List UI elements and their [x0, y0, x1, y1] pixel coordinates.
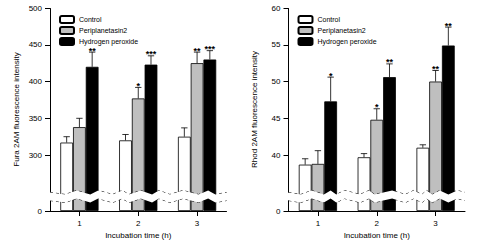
- svg-text:**: **: [432, 64, 440, 74]
- svg-text:400: 400: [29, 77, 43, 86]
- svg-text:2: 2: [136, 219, 141, 228]
- svg-text:Control: Control: [79, 16, 102, 23]
- svg-text:300: 300: [29, 151, 43, 160]
- svg-text:50: 50: [272, 77, 281, 86]
- svg-text:Control: Control: [318, 16, 341, 23]
- svg-text:*: *: [136, 81, 140, 91]
- svg-text:**: **: [194, 46, 202, 56]
- svg-text:40: 40: [272, 151, 281, 160]
- svg-text:***: ***: [146, 49, 157, 59]
- svg-text:Incubation time (h): Incubation time (h): [105, 231, 172, 240]
- svg-text:0: 0: [276, 207, 281, 216]
- svg-text:**: **: [386, 57, 394, 67]
- svg-text:Hydrogen peroxide: Hydrogen peroxide: [79, 38, 139, 45]
- svg-text:**: **: [89, 46, 97, 56]
- svg-text:3: 3: [195, 219, 200, 228]
- svg-text:Fura 2AM fluorescence intensit: Fura 2AM fluorescence intensity: [12, 52, 21, 166]
- svg-text:1: 1: [77, 219, 82, 228]
- svg-text:450: 450: [29, 40, 43, 49]
- svg-text:55: 55: [272, 40, 281, 49]
- svg-text:3: 3: [433, 219, 438, 228]
- svg-text:350: 350: [29, 114, 43, 123]
- svg-text:Rhod 2AM fluorescence intensit: Rhod 2AM fluorescence intensity: [250, 51, 259, 168]
- svg-text:***: ***: [205, 44, 216, 54]
- svg-text:500: 500: [29, 4, 43, 13]
- svg-text:**: **: [445, 21, 453, 31]
- svg-text:Hydrogen peroxide: Hydrogen peroxide: [318, 38, 377, 46]
- svg-text:1: 1: [316, 219, 321, 228]
- svg-text:*: *: [329, 71, 333, 81]
- svg-text:60: 60: [272, 4, 281, 13]
- svg-text:2: 2: [375, 219, 380, 228]
- svg-text:Incubation time (h): Incubation time (h): [344, 231, 411, 240]
- svg-text:0: 0: [38, 207, 43, 216]
- svg-text:Periplanetasin2: Periplanetasin2: [79, 27, 127, 35]
- svg-text:45: 45: [272, 114, 281, 123]
- svg-text:Periplanetasin2: Periplanetasin2: [318, 27, 366, 35]
- svg-text:*: *: [375, 102, 379, 112]
